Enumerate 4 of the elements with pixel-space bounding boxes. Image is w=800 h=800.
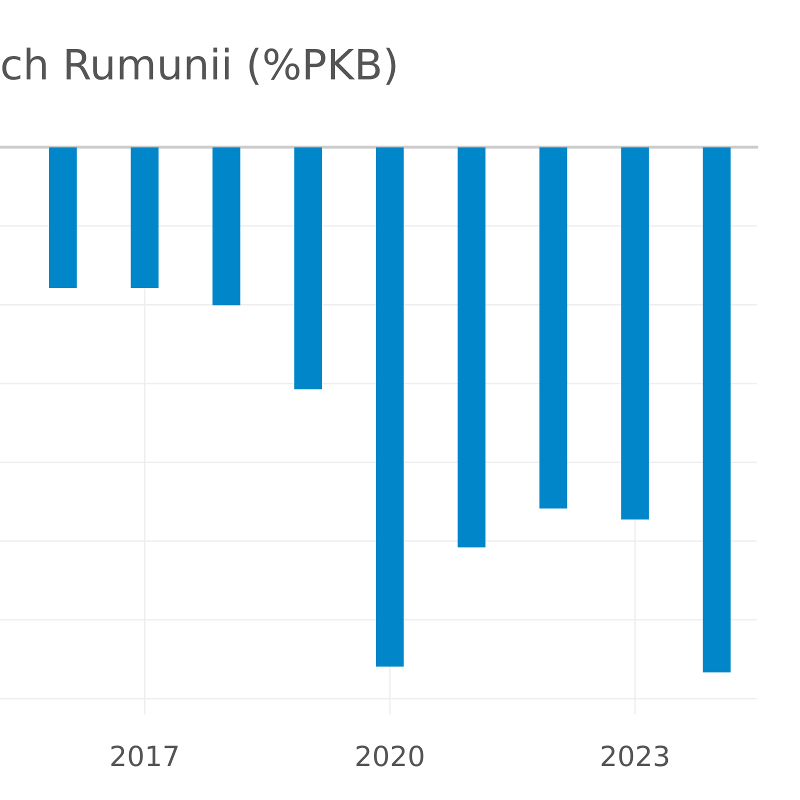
x-tick-label: 2020 (356, 745, 424, 766)
chart-title: ch Rumunii (%PKB) (2, 48, 396, 85)
x-tick-label: 2023 (602, 745, 668, 766)
x-tick-label: 2017 (111, 745, 178, 766)
